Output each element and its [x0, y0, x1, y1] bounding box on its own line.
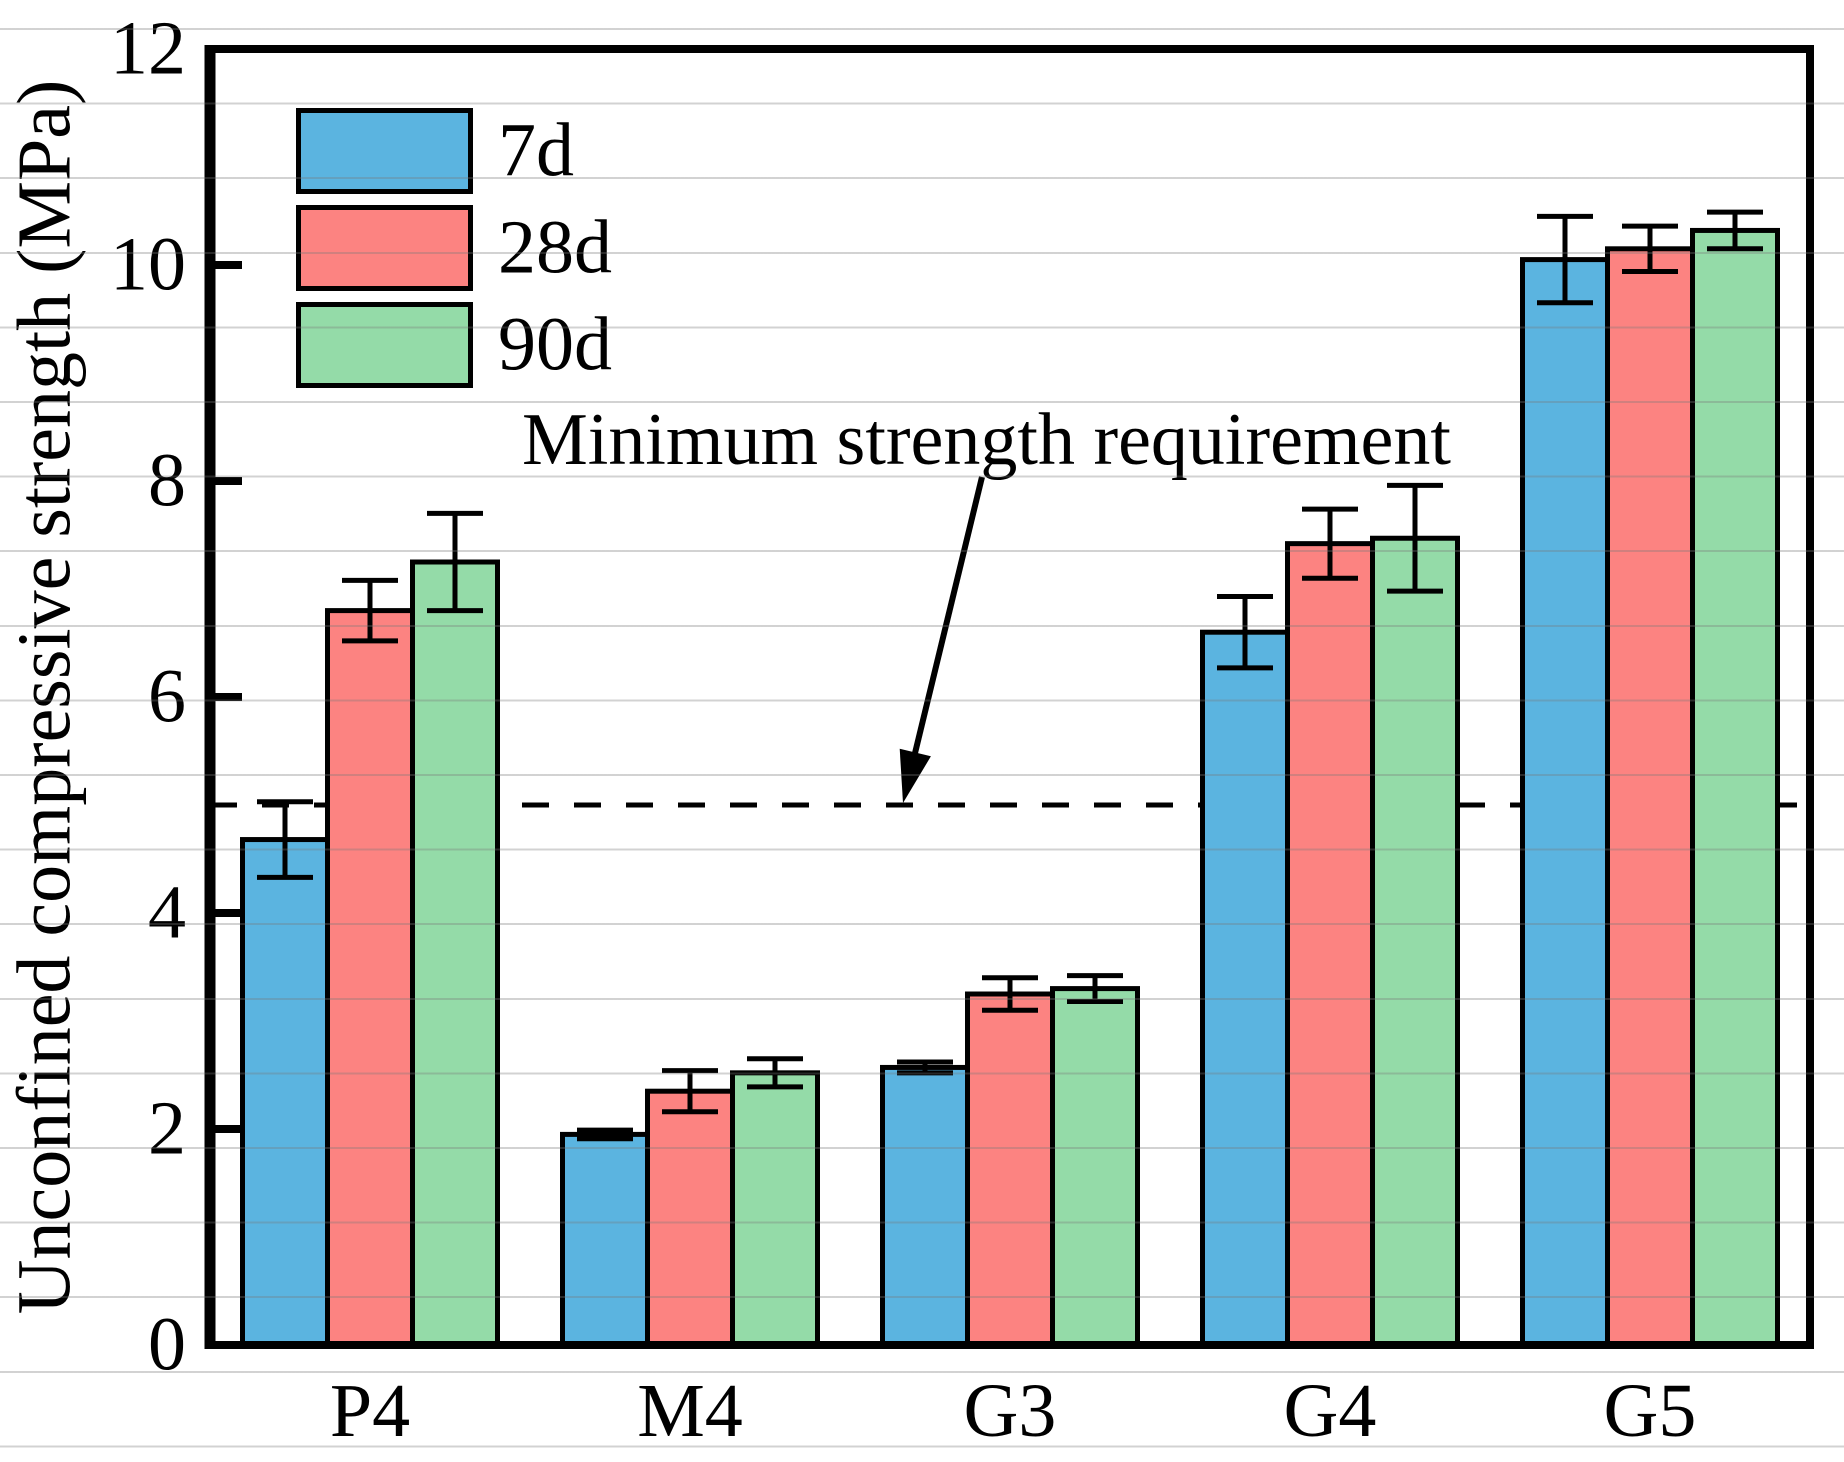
bar-M4-28d	[645, 1088, 735, 1348]
y-tick-label: 2	[148, 1086, 186, 1171]
error-bar-P4-28d	[342, 577, 398, 644]
y-tick-label: 8	[148, 438, 186, 523]
x-tick-label-G4: G4	[1283, 1369, 1377, 1453]
bar-P4-7d	[240, 837, 330, 1348]
error-bar-P4-7d	[257, 799, 313, 880]
x-tick-label-P4: P4	[329, 1369, 411, 1453]
error-bar-G3-90d	[1067, 973, 1123, 1005]
bar-G3-7d	[880, 1064, 970, 1348]
error-bar-G4-28d	[1302, 506, 1358, 581]
y-tick-label: 6	[148, 654, 186, 739]
y-tick-label: 10	[110, 222, 186, 307]
y-tick-label: 12	[110, 6, 186, 91]
bar-G4-7d	[1200, 629, 1290, 1348]
error-bar-G5-7d	[1537, 213, 1593, 306]
legend-label-7d: 7d	[498, 108, 574, 193]
bar-G3-28d	[965, 991, 1055, 1348]
error-bar-G5-28d	[1622, 223, 1678, 274]
annotation-arrow	[899, 476, 985, 803]
bar-G5-7d	[1520, 257, 1610, 1348]
error-bar-G5-90d	[1707, 209, 1763, 252]
minimum-strength-annotation: Minimum strength requirement	[522, 399, 1451, 481]
error-bar-M4-90d	[747, 1056, 803, 1090]
bar-P4-28d	[325, 608, 415, 1348]
x-tick-label-G3: G3	[963, 1369, 1057, 1453]
bar-M4-7d	[560, 1131, 650, 1348]
error-bar-G3-28d	[982, 975, 1038, 1013]
legend-swatch-90d	[296, 302, 473, 388]
error-bar-M4-28d	[662, 1068, 718, 1115]
bar-P4-90d	[410, 559, 500, 1348]
bar-G5-90d	[1690, 227, 1780, 1348]
legend-label-90d: 90d	[498, 302, 612, 387]
error-bar-P4-90d	[427, 510, 483, 614]
x-tick-label-M4: M4	[637, 1369, 743, 1453]
error-bar-M4-7d	[577, 1127, 633, 1142]
error-bar-G3-7d	[897, 1059, 953, 1076]
error-bar-G4-90d	[1387, 482, 1443, 594]
y-tick-label: 0	[148, 1302, 186, 1387]
bar-G5-28d	[1605, 246, 1695, 1348]
error-bar-G4-7d	[1217, 594, 1273, 671]
legend-swatch-7d	[296, 108, 473, 194]
x-tick-label-G5: G5	[1603, 1369, 1697, 1453]
legend-swatch-28d	[296, 205, 473, 291]
bar-G4-28d	[1285, 541, 1375, 1348]
y-tick-label: 4	[148, 870, 186, 955]
bar-M4-90d	[730, 1070, 820, 1348]
legend-label-28d: 28d	[498, 205, 612, 290]
bar-G3-90d	[1050, 986, 1140, 1348]
bar-G4-90d	[1370, 535, 1460, 1348]
